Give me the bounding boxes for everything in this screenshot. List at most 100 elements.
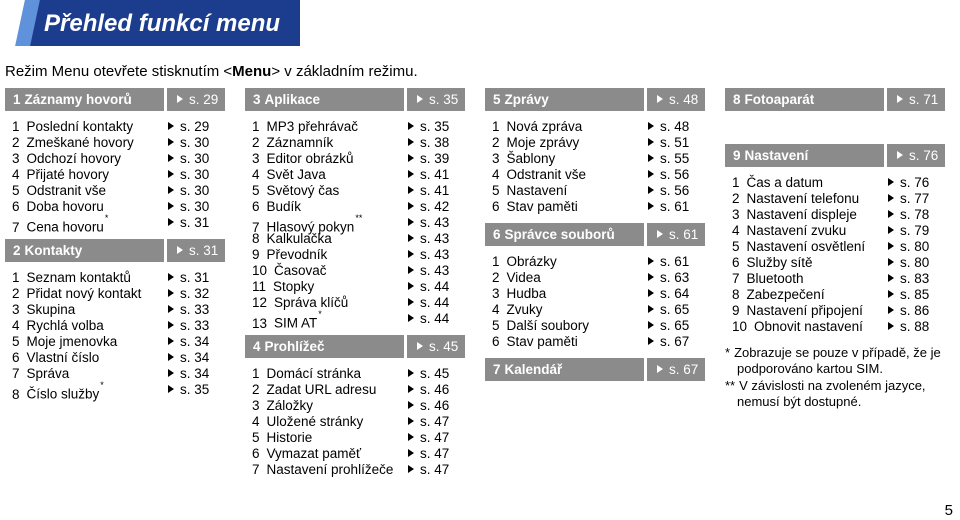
menu-item-label: 5 Odstranit vše xyxy=(5,183,168,199)
arrow-right-icon xyxy=(657,230,663,239)
menu-item-number: 4 xyxy=(492,167,500,182)
menu-column: 3 Aplikace s. 35 1 MP3 přehrávač s. 35 2 Záznam… xyxy=(245,88,465,486)
menu-item-page-number: s. 44 xyxy=(420,311,450,326)
menu-item-name: Domácí stránka xyxy=(266,366,362,381)
arrow-right-icon xyxy=(648,257,654,266)
section-header-label: 9 Nastavení xyxy=(725,144,884,167)
page-number: 5 xyxy=(944,502,953,519)
menu-item-name: Převodník xyxy=(266,247,328,262)
menu-item-page-number: s. 38 xyxy=(420,135,450,150)
menu-item-number: 11 xyxy=(252,279,267,294)
menu-item-page-ref: s. 56 xyxy=(648,167,705,183)
list-item: 2 Zmeškané hovory s. 30 xyxy=(5,135,225,151)
menu-item-label: 3 Skupina xyxy=(5,302,168,318)
menu-item-label: 4 Uložené stránky xyxy=(245,414,408,430)
menu-overview-grid: 1 Záznamy hovorů s. 29 1 Poslední kontakty s.… xyxy=(5,88,945,486)
section-page-number: s. 76 xyxy=(909,148,939,163)
menu-item-name: Uložené stránky xyxy=(266,414,364,429)
menu-item-name: Nastavení telefonu xyxy=(746,191,860,206)
menu-item-page-number: s. 34 xyxy=(180,334,210,349)
menu-item-number: 5 xyxy=(732,239,740,254)
menu-item-name: Svět Java xyxy=(266,167,326,182)
menu-item-number: 1 xyxy=(252,119,260,134)
arrow-right-icon xyxy=(408,433,414,442)
menu-item-page-number: s. 30 xyxy=(180,183,210,198)
menu-item-label: 6 Služby sítě xyxy=(725,255,888,271)
menu-item-number: 2 xyxy=(492,270,500,285)
menu-item-name: Rychlá volba xyxy=(26,318,104,333)
arrow-right-icon xyxy=(888,274,894,283)
arrow-right-icon xyxy=(648,202,654,211)
menu-item-label: 7 Hlasový pokyn** xyxy=(245,213,408,235)
menu-item-page-number: s. 35 xyxy=(420,119,450,134)
arrow-right-icon xyxy=(888,322,894,331)
menu-item-name: Historie xyxy=(266,430,313,445)
arrow-right-icon xyxy=(657,95,663,104)
menu-item-page-ref: s. 31 xyxy=(168,215,225,231)
menu-section: 6 Správce souborů s. 61 1 Obrázky s. 61 2 Videa… xyxy=(485,223,705,350)
arrow-right-icon xyxy=(888,258,894,267)
menu-item-page-number: s. 33 xyxy=(180,302,210,317)
menu-item-page-number: s. 39 xyxy=(420,151,450,166)
menu-item-page-ref: s. 30 xyxy=(168,199,225,215)
arrow-right-icon xyxy=(648,321,654,330)
menu-item-page-ref: s. 65 xyxy=(648,302,705,318)
menu-item-page-ref: s. 44 xyxy=(408,295,465,311)
menu-item-number: 6 xyxy=(252,199,260,214)
arrow-right-icon xyxy=(648,337,654,346)
list-item: 6 Budík s. 42 xyxy=(245,199,465,215)
menu-item-page-number: s. 43 xyxy=(420,263,450,278)
section-header: 5 Zprávy s. 48 xyxy=(485,88,705,111)
arrow-right-icon xyxy=(408,266,414,275)
menu-item-page-ref: s. 80 xyxy=(888,255,945,271)
menu-item-page-number: s. 30 xyxy=(180,167,210,182)
section-header: 9 Nastavení s. 76 xyxy=(725,144,945,167)
menu-item-label: 8 Číslo služby* xyxy=(5,380,168,402)
menu-item-label: 10 Obnovit nastavení xyxy=(725,319,888,335)
list-item: 1 Domácí stránka s. 45 xyxy=(245,366,465,382)
menu-item-name: Odstranit vše xyxy=(506,167,587,182)
menu-item-page-number: s. 79 xyxy=(900,223,930,238)
list-item: 11 Stopky s. 44 xyxy=(245,279,465,295)
menu-item-page-ref: s. 47 xyxy=(408,430,465,446)
menu-item-label: 12 Správa klíčů xyxy=(245,295,408,311)
menu-item-name: Stav paměti xyxy=(506,199,578,214)
list-item: 4 Uložené stránky s. 47 xyxy=(245,414,465,430)
menu-item-name: Seznam kontaktů xyxy=(26,270,131,285)
arrow-right-icon xyxy=(408,298,414,307)
menu-item-page-ref: s. 85 xyxy=(888,287,945,303)
menu-item-label: 3 Šablony xyxy=(485,151,648,167)
menu-item-number: 1 xyxy=(492,119,500,134)
menu-item-number: 7 xyxy=(732,271,740,286)
arrow-right-icon xyxy=(648,170,654,179)
arrow-right-icon xyxy=(177,95,183,104)
section-page-ref: s. 48 xyxy=(647,88,705,111)
section-page-number: s. 31 xyxy=(189,243,219,258)
menu-item-page-number: s. 43 xyxy=(420,247,450,262)
section-number: 2 xyxy=(13,243,21,258)
menu-item-number: 5 xyxy=(492,183,500,198)
list-item: 7 Správa s. 34 xyxy=(5,366,225,382)
menu-item-number: 5 xyxy=(252,430,260,445)
menu-item-page-ref: s. 34 xyxy=(168,334,225,350)
intro-text: Režim Menu otevřete stisknutím <Menu> v … xyxy=(5,63,418,81)
arrow-right-icon xyxy=(168,122,174,131)
menu-item-name: Odstranit vše xyxy=(26,183,107,198)
menu-section: 7 Kalendář s. 67 xyxy=(485,358,705,381)
arrow-right-icon xyxy=(897,151,903,160)
list-item: 5 Nastavení osvětlení s. 80 xyxy=(725,239,945,255)
list-item: 9 Převodník s. 43 xyxy=(245,247,465,263)
menu-item-name: Poslední kontakty xyxy=(26,119,134,134)
section-page-ref: s. 71 xyxy=(887,88,945,111)
menu-item-number: 4 xyxy=(492,302,500,317)
menu-item-page-ref: s. 48 xyxy=(648,119,705,135)
arrow-right-icon xyxy=(648,186,654,195)
arrow-right-icon xyxy=(408,401,414,410)
arrow-right-icon xyxy=(408,202,414,211)
arrow-right-icon xyxy=(408,385,414,394)
list-item: 5 Světový čas s. 41 xyxy=(245,183,465,199)
list-item: 13 SIM AT* s. 44 xyxy=(245,309,465,331)
section-page-ref: s. 35 xyxy=(407,88,465,111)
menu-item-label: 6 Vymazat paměť xyxy=(245,446,408,462)
menu-item-page-number: s. 88 xyxy=(900,319,930,334)
